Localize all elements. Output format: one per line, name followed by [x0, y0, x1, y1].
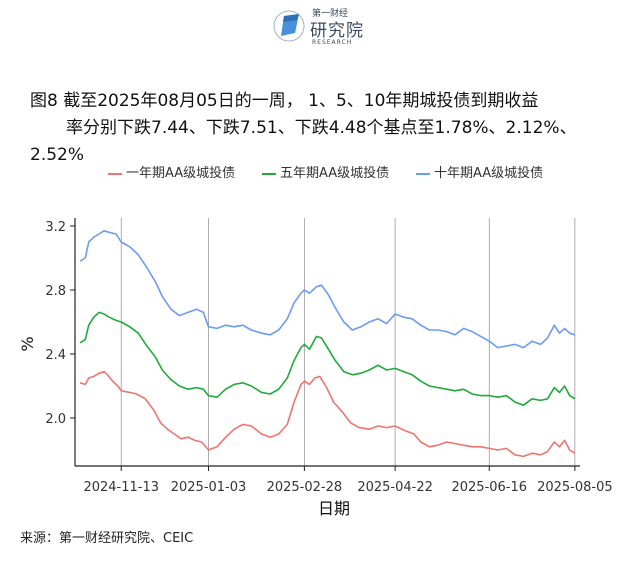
y-tick-label: 2.4: [45, 348, 66, 363]
legend-item-5y: 五年期AA级城投债: [262, 162, 389, 181]
x-tick-label: 2024-11-13: [83, 480, 159, 495]
legend-label-5y: 五年期AA级城投债: [280, 166, 390, 181]
y-tick-label: 2.0: [45, 412, 66, 427]
x-axis-label: 日期: [318, 499, 350, 518]
y-axis-label: %: [18, 336, 37, 351]
x-tick-label: 2025-01-03: [171, 480, 247, 495]
logo-mark-icon: [273, 10, 305, 42]
legend-swatch-5y: [262, 172, 276, 175]
legend-item-1y: 一年期AA级城投债: [108, 162, 235, 181]
logo-subtext: RESEARCH: [312, 39, 353, 46]
legend-swatch-1y: [108, 172, 122, 175]
legend-label-1y: 一年期AA级城投债: [126, 166, 236, 181]
title-line-2: 率分别下跌7.44、下跌7.51、下跌4.48个基点至1.78%、2.12%、: [66, 118, 577, 138]
legend-item-10y: 十年期AA级城投债: [416, 162, 543, 181]
source-note: 来源：第一财经研究院、CEIC: [20, 531, 194, 546]
x-tick-label: 2025-04-22: [357, 480, 433, 495]
logo-text: 研究院: [310, 21, 364, 41]
series-line-5y: [79, 311, 576, 406]
logo: 第一财经 研究院 RESEARCH: [272, 6, 382, 52]
logo-top-text: 第一财经: [312, 9, 349, 19]
title-line-1: 图8 截至2025年08月05日的一周， 1、5、10年期城投债到期收益: [30, 91, 539, 111]
legend-swatch-10y: [416, 172, 430, 175]
series-lines: [79, 230, 576, 458]
y-tick-label: 2.8: [45, 284, 66, 299]
figure-title: 图8 截至2025年08月05日的一周， 1、5、10年期城投债到期收益 率分别…: [30, 88, 620, 169]
grid-lines: [120, 218, 576, 466]
x-tick-label: 2025-08-05: [537, 480, 613, 495]
axes: 2024-11-13 2025-01-03 2025-02-28 2025-04-22…: [45, 218, 613, 495]
y-tick-label: 3.2: [45, 220, 66, 235]
x-tick-label: 2025-06-16: [451, 480, 527, 495]
legend-label-10y: 十年期AA级城投债: [434, 166, 544, 181]
series-line-1y: [79, 370, 576, 458]
title-line-3: 2.52%: [30, 145, 85, 165]
x-tick-label: 2025-02-28: [267, 480, 343, 495]
series-line-10y: [79, 230, 576, 349]
